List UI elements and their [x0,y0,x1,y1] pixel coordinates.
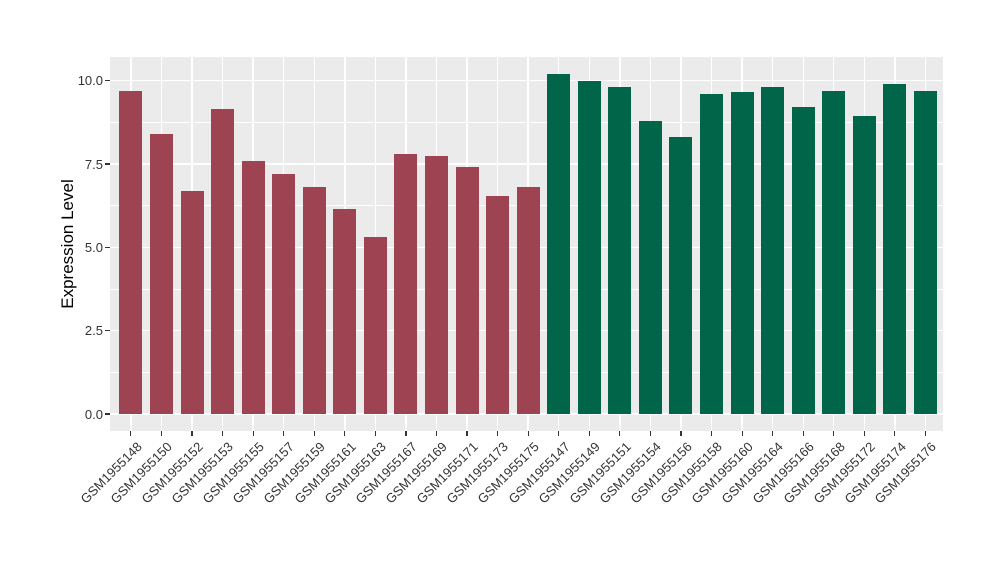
x-tick-mark [772,431,774,436]
x-tick-mark [924,431,927,436]
plot-panel [110,57,943,431]
x-tick-mark [466,431,468,436]
bar [913,90,937,414]
bar [669,137,693,414]
x-tick-mark [588,431,590,436]
x-tick-mark [619,431,621,436]
bar [577,80,601,414]
bar [180,190,204,414]
x-tick-mark [283,431,285,436]
bar [119,90,143,414]
x-tick-mark [130,431,132,436]
y-tick-mark [105,80,110,82]
bar [302,187,326,414]
bar [791,107,815,414]
y-tick-label: 5.0 [84,239,103,255]
x-tick-mark [680,431,682,436]
x-tick-mark [252,431,254,436]
y-tick-mark [105,413,110,415]
x-tick-mark [802,431,804,436]
bar [700,94,724,414]
bar [516,187,540,414]
x-tick-mark [221,431,224,436]
x-tick-mark [741,431,743,436]
bar [455,167,479,414]
gridline-major-h [110,163,943,165]
bar [272,174,296,414]
y-tick-label: 10.0 [77,73,103,89]
y-tick-mark [105,330,110,332]
bar [883,84,907,414]
x-tick-mark [405,431,407,436]
y-tick-label: 7.5 [84,156,103,172]
bar [333,209,357,414]
bar [394,154,418,414]
x-tick-mark [863,431,865,436]
bar [761,87,785,414]
bar [241,160,265,414]
x-tick-mark [160,431,163,436]
x-tick-mark [191,431,193,436]
bar [822,90,846,414]
bar [730,92,754,414]
x-tick-mark [527,431,529,436]
x-tick-mark [649,431,651,436]
y-tick-mark [105,163,110,165]
bar [149,134,173,414]
bar [638,120,662,414]
x-tick-mark [435,431,438,436]
x-tick-mark [344,431,346,436]
bar [211,109,235,414]
x-tick-mark [374,431,376,436]
bar [852,115,876,414]
gridline-major-h [110,413,943,415]
bar [608,87,632,414]
y-tick-mark [105,246,110,248]
gridline-major-h [110,80,943,82]
x-tick-mark [497,431,499,436]
x-tick-mark [313,431,315,436]
x-tick-mark [710,431,713,436]
x-tick-mark [558,431,560,436]
x-tick-mark [833,431,835,436]
y-tick-label: 2.5 [84,323,103,339]
bar [547,74,571,414]
x-tick-mark [894,431,896,436]
y-tick-label: 0.0 [84,406,103,422]
bar [425,155,448,414]
bar [363,237,387,414]
gridline-minor-h [110,122,943,123]
bar [486,195,510,414]
